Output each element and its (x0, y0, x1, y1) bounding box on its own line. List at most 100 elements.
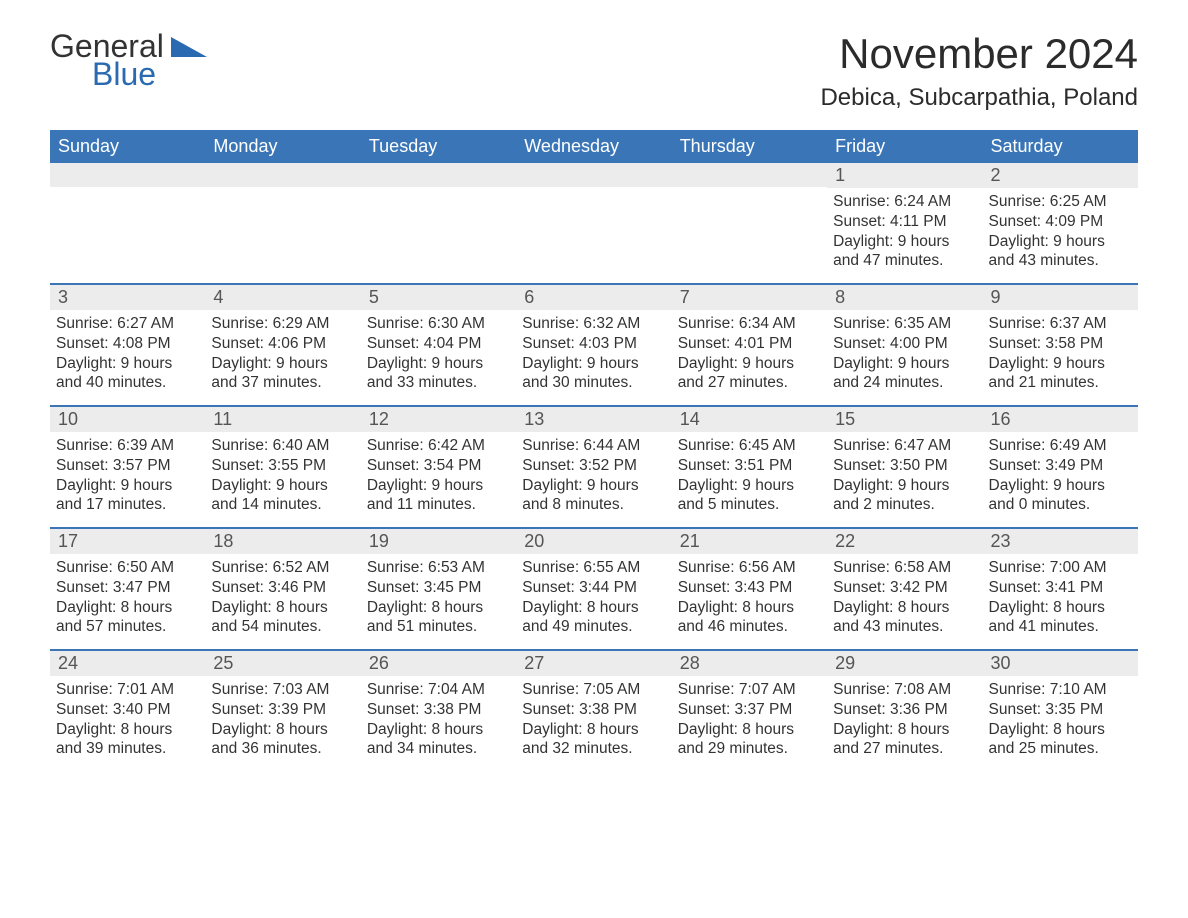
sunset-text: Sunset: 4:08 PM (56, 334, 199, 354)
calendar-week: 1Sunrise: 6:24 AMSunset: 4:11 PMDaylight… (50, 163, 1138, 283)
sunrise-text: Sunrise: 6:32 AM (522, 314, 665, 334)
day-cell: 15Sunrise: 6:47 AMSunset: 3:50 PMDayligh… (827, 407, 982, 527)
sunrise-text: Sunrise: 6:50 AM (56, 558, 199, 578)
day-number: 14 (672, 407, 827, 432)
day-cell: 17Sunrise: 6:50 AMSunset: 3:47 PMDayligh… (50, 529, 205, 649)
weekday-label: Thursday (672, 130, 827, 163)
daylight-text: Daylight: 8 hours and 51 minutes. (367, 598, 510, 638)
sunset-text: Sunset: 3:52 PM (522, 456, 665, 476)
day-cell: 18Sunrise: 6:52 AMSunset: 3:46 PMDayligh… (205, 529, 360, 649)
day-details: Sunrise: 6:34 AMSunset: 4:01 PMDaylight:… (672, 310, 827, 403)
day-details: Sunrise: 6:47 AMSunset: 3:50 PMDaylight:… (827, 432, 982, 525)
weekday-label: Wednesday (516, 130, 671, 163)
daylight-text: Daylight: 9 hours and 0 minutes. (989, 476, 1132, 516)
sunrise-text: Sunrise: 6:47 AM (833, 436, 976, 456)
sunrise-text: Sunrise: 6:29 AM (211, 314, 354, 334)
day-number: 2 (983, 163, 1138, 188)
day-details: Sunrise: 6:45 AMSunset: 3:51 PMDaylight:… (672, 432, 827, 525)
day-cell: 7Sunrise: 6:34 AMSunset: 4:01 PMDaylight… (672, 285, 827, 405)
day-number (672, 163, 827, 187)
sunset-text: Sunset: 3:41 PM (989, 578, 1132, 598)
day-number (361, 163, 516, 187)
day-number: 29 (827, 651, 982, 676)
daylight-text: Daylight: 9 hours and 40 minutes. (56, 354, 199, 394)
day-cell: 9Sunrise: 6:37 AMSunset: 3:58 PMDaylight… (983, 285, 1138, 405)
sunrise-text: Sunrise: 6:39 AM (56, 436, 199, 456)
sunrise-text: Sunrise: 6:42 AM (367, 436, 510, 456)
calendar-week: 10Sunrise: 6:39 AMSunset: 3:57 PMDayligh… (50, 405, 1138, 527)
day-cell: 10 Sunrise: 6:39 AMSunset: 3:57 PMDayligh… (50, 407, 205, 527)
daylight-text: Daylight: 9 hours and 30 minutes. (522, 354, 665, 394)
brand-logo: General Blue (50, 30, 207, 90)
day-cell: 6Sunrise: 6:32 AMSunset: 4:03 PMDaylight… (516, 285, 671, 405)
day-cell: 1Sunrise: 6:24 AMSunset: 4:11 PMDaylight… (827, 163, 982, 283)
daylight-text: Daylight: 9 hours and 5 minutes. (678, 476, 821, 516)
weekday-header-row: Sunday Monday Tuesday Wednesday Thursday… (50, 130, 1138, 163)
sunrise-text: Sunrise: 7:10 AM (989, 680, 1132, 700)
sunset-text: Sunset: 3:40 PM (56, 700, 199, 720)
calendar-week: 24Sunrise: 7:01 AMSunset: 3:40 PMDayligh… (50, 649, 1138, 771)
day-details: Sunrise: 6:40 AMSunset: 3:55 PMDaylight:… (205, 432, 360, 525)
day-details: Sunrise: 6:50 AMSunset: 3:47 PMDaylight:… (50, 554, 205, 647)
day-cell: 27Sunrise: 7:05 AMSunset: 3:38 PMDayligh… (516, 651, 671, 771)
daylight-text: Daylight: 8 hours and 46 minutes. (678, 598, 821, 638)
daylight-text: Daylight: 8 hours and 41 minutes. (989, 598, 1132, 638)
day-details: Sunrise: 6:44 AMSunset: 3:52 PMDaylight:… (516, 432, 671, 525)
day-cell: 20Sunrise: 6:55 AMSunset: 3:44 PMDayligh… (516, 529, 671, 649)
day-number: 17 (50, 529, 205, 554)
day-cell (516, 163, 671, 283)
day-cell: 22Sunrise: 6:58 AMSunset: 3:42 PMDayligh… (827, 529, 982, 649)
day-number: 27 (516, 651, 671, 676)
day-number: 20 (516, 529, 671, 554)
sunrise-text: Sunrise: 6:34 AM (678, 314, 821, 334)
day-number: 4 (205, 285, 360, 310)
day-cell: 12Sunrise: 6:42 AMSunset: 3:54 PMDayligh… (361, 407, 516, 527)
day-details: Sunrise: 6:32 AMSunset: 4:03 PMDaylight:… (516, 310, 671, 403)
sunrise-text: Sunrise: 6:40 AM (211, 436, 354, 456)
sunset-text: Sunset: 4:11 PM (833, 212, 976, 232)
sunrise-text: Sunrise: 6:44 AM (522, 436, 665, 456)
daylight-text: Daylight: 8 hours and 49 minutes. (522, 598, 665, 638)
day-cell: 2Sunrise: 6:25 AMSunset: 4:09 PMDaylight… (983, 163, 1138, 283)
daylight-text: Daylight: 9 hours and 17 minutes. (56, 476, 199, 516)
daylight-text: Daylight: 8 hours and 57 minutes. (56, 598, 199, 638)
day-cell (205, 163, 360, 283)
sunset-text: Sunset: 4:01 PM (678, 334, 821, 354)
sunset-text: Sunset: 3:43 PM (678, 578, 821, 598)
day-cell: 29Sunrise: 7:08 AMSunset: 3:36 PMDayligh… (827, 651, 982, 771)
day-details: Sunrise: 7:03 AMSunset: 3:39 PMDaylight:… (205, 676, 360, 769)
sunset-text: Sunset: 3:57 PM (56, 456, 199, 476)
day-number: 18 (205, 529, 360, 554)
weekday-label: Tuesday (361, 130, 516, 163)
weekday-label: Monday (205, 130, 360, 163)
day-details: Sunrise: 6:35 AMSunset: 4:00 PMDaylight:… (827, 310, 982, 403)
daylight-text: Daylight: 9 hours and 14 minutes. (211, 476, 354, 516)
sunrise-text: Sunrise: 6:25 AM (989, 192, 1132, 212)
sunset-text: Sunset: 3:44 PM (522, 578, 665, 598)
month-title: November 2024 (820, 30, 1138, 78)
title-block: November 2024 Debica, Subcarpathia, Pola… (820, 30, 1138, 122)
day-number: 5 (361, 285, 516, 310)
day-number: 19 (361, 529, 516, 554)
day-number: 10 (50, 407, 205, 432)
location-subtitle: Debica, Subcarpathia, Poland (820, 84, 1138, 112)
sunrise-text: Sunrise: 7:04 AM (367, 680, 510, 700)
day-number (516, 163, 671, 187)
daylight-text: Daylight: 8 hours and 27 minutes. (833, 720, 976, 760)
sunset-text: Sunset: 3:55 PM (211, 456, 354, 476)
day-cell: 3Sunrise: 6:27 AMSunset: 4:08 PMDaylight… (50, 285, 205, 405)
sunrise-text: Sunrise: 6:58 AM (833, 558, 976, 578)
daylight-text: Daylight: 8 hours and 39 minutes. (56, 720, 199, 760)
daylight-text: Daylight: 9 hours and 47 minutes. (833, 232, 976, 272)
header: General Blue November 2024 Debica, Subca… (50, 30, 1138, 122)
day-cell: 16Sunrise: 6:49 AMSunset: 3:49 PMDayligh… (983, 407, 1138, 527)
day-cell: 28Sunrise: 7:07 AMSunset: 3:37 PMDayligh… (672, 651, 827, 771)
day-details: Sunrise: 6:55 AMSunset: 3:44 PMDaylight:… (516, 554, 671, 647)
daylight-text: Daylight: 8 hours and 43 minutes. (833, 598, 976, 638)
weekday-label: Sunday (50, 130, 205, 163)
day-cell: 21Sunrise: 6:56 AMSunset: 3:43 PMDayligh… (672, 529, 827, 649)
daylight-text: Daylight: 9 hours and 24 minutes. (833, 354, 976, 394)
calendar-week: 3Sunrise: 6:27 AMSunset: 4:08 PMDaylight… (50, 283, 1138, 405)
sunset-text: Sunset: 3:54 PM (367, 456, 510, 476)
day-details: Sunrise: 6:49 AMSunset: 3:49 PMDaylight:… (983, 432, 1138, 525)
